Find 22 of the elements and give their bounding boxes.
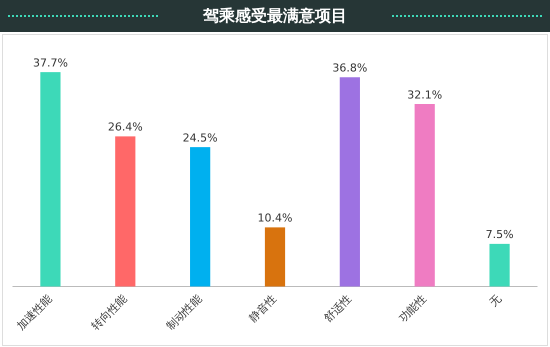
x-tick-label: 制动性能 bbox=[164, 292, 204, 332]
x-tick-label: 加速性能 bbox=[14, 292, 55, 332]
bar bbox=[40, 72, 61, 287]
x-tick-label: 无 bbox=[486, 292, 504, 310]
data-label: 26.4% bbox=[108, 120, 143, 134]
bar bbox=[414, 104, 435, 287]
x-tick-label: 转向性能 bbox=[89, 292, 130, 332]
bar bbox=[489, 244, 510, 287]
data-label: 10.4% bbox=[258, 212, 292, 225]
data-label: 36.8% bbox=[332, 62, 368, 75]
chart-title: 驾乘感受最满意项目 bbox=[202, 6, 348, 27]
data-label: 37.7% bbox=[32, 56, 68, 70]
data-label: 24.5% bbox=[182, 132, 218, 145]
x-tick-label: 功能性 bbox=[396, 292, 429, 325]
bar bbox=[264, 227, 286, 287]
data-label: 7.5% bbox=[486, 228, 514, 242]
bar bbox=[340, 77, 360, 287]
bar bbox=[190, 147, 210, 287]
x-tick-label: 舒适性 bbox=[321, 292, 354, 325]
data-label: 32.1% bbox=[407, 88, 442, 102]
bar bbox=[115, 136, 136, 287]
x-tick-label: 静音性 bbox=[246, 292, 280, 325]
